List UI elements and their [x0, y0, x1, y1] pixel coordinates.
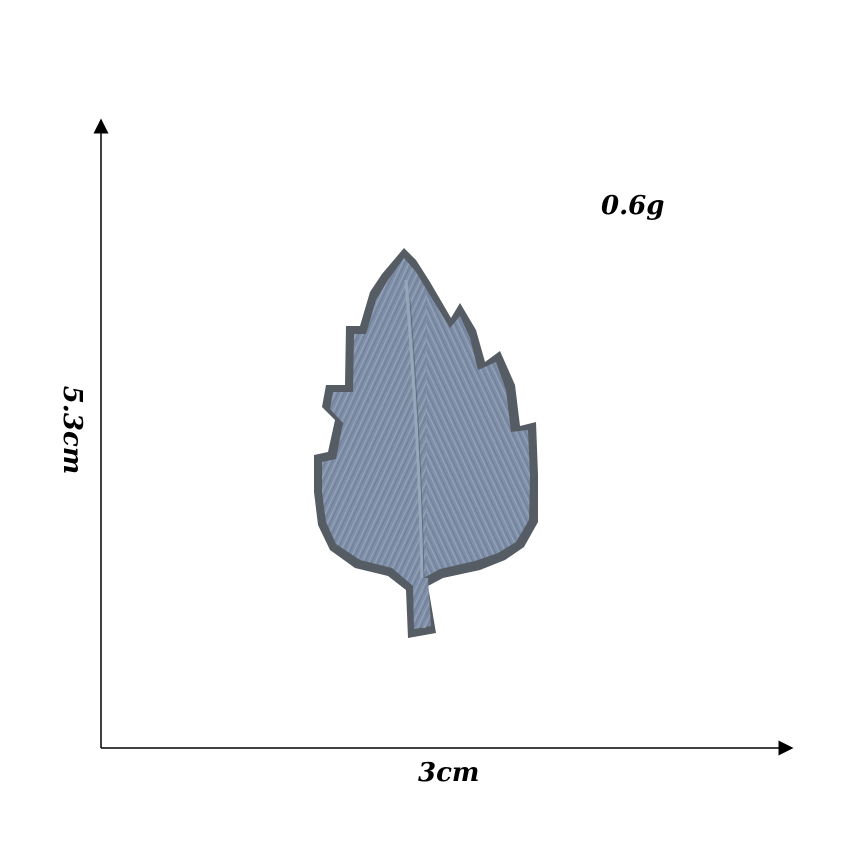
leaf-fill-right: [427, 290, 530, 627]
weight-label: 0.6g: [601, 191, 665, 221]
leaf-stem: [414, 578, 431, 629]
leaf-patch-icon: [314, 248, 538, 638]
leaf-fill-left: [322, 258, 427, 629]
height-label: 5.3cm: [57, 385, 87, 475]
width-label: 3cm: [418, 758, 480, 788]
leaf-vein: [404, 279, 426, 629]
